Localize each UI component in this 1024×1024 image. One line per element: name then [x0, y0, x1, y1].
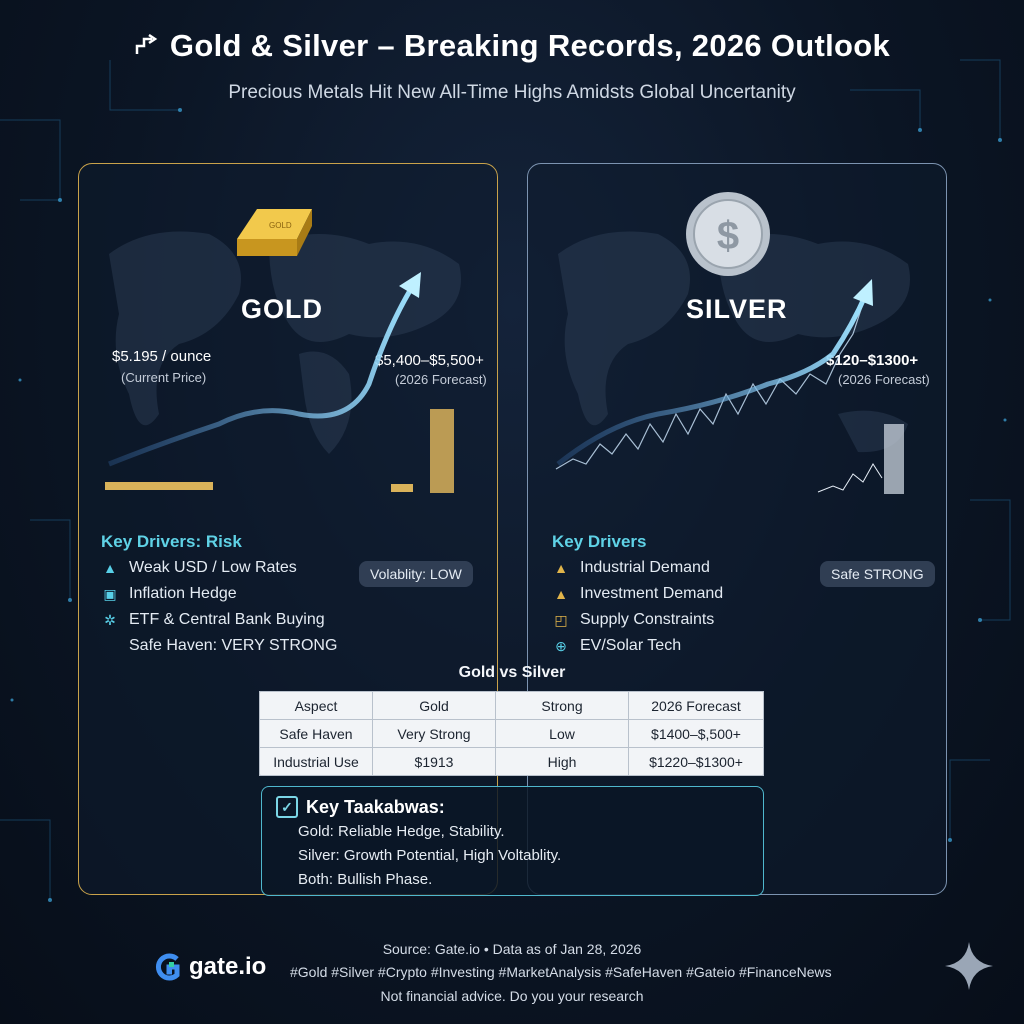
key-takeaways-title: ✓ Key Taakabwas:: [276, 796, 445, 818]
trend-arrow-icon: [134, 28, 160, 64]
table-cell: Very Strong: [372, 719, 496, 748]
silver-forecast-note: (2026 Forecast): [838, 372, 930, 387]
gold-trend-line: [108, 282, 417, 467]
comparison-caption: Gold vs Silver: [458, 664, 566, 681]
warning-icon: ▲: [554, 560, 568, 576]
gold-current-bar: [105, 482, 213, 490]
silver-volatile-line: [555, 293, 867, 470]
gold-forecast-note: (2026 Forecast): [395, 372, 487, 387]
chart-icon: ◰: [554, 611, 568, 628]
footer-disclaimer: Not financial advice. Do you your resear…: [380, 988, 644, 1004]
table-header-row: Aspect Gold Strong 2026 Forecast: [259, 691, 764, 720]
key-takeaways-box: ✓ Key Taakabwas: Gold: Reliable Hedge, S…: [261, 786, 764, 896]
gateio-logo-icon: [156, 953, 180, 981]
gold-drivers-title: Key Drivers: Risk: [101, 532, 242, 551]
silver-safe-badge: Safe STRONG: [820, 561, 935, 587]
table-cell: $1400–$,500+: [628, 719, 764, 748]
warning-icon: ▲: [554, 586, 568, 602]
gold-volatility-badge: Volablity: LOW: [359, 561, 473, 587]
page-subtitle: Precious Metals Hit New All-Time Highs A…: [228, 82, 796, 103]
gateio-logo: gate.io: [155, 953, 266, 981]
silver-forecast-bar: [884, 424, 904, 494]
gold-price-chart: [105, 272, 454, 493]
gold-driver-item: Safe Haven: VERY STRONG: [129, 637, 337, 655]
table-header-cell: 2026 Forecast: [628, 691, 764, 720]
warning-icon: ▲: [103, 560, 117, 576]
silver-driver-item: ▲ Investment Demand: [552, 585, 723, 603]
tech-icon: ⊕: [555, 637, 567, 654]
gold-title: GOLD: [241, 294, 323, 324]
silver-driver-label: Industrial Demand: [580, 559, 710, 576]
silver-driver-item: ◰ Supply Constraints: [552, 611, 714, 629]
table-row: Industrial Use $1913 High $1220–$1300+: [259, 747, 764, 776]
silver-small-spark: [817, 463, 883, 493]
gold-small-bar: [391, 484, 413, 492]
silver-driver-item: ▲ Industrial Demand: [552, 559, 710, 577]
gold-driver-item: ✲ ETF & Central Bank Buying: [101, 611, 325, 629]
silver-driver-label: Supply Constraints: [580, 611, 715, 628]
gold-forecast-bar: [430, 409, 454, 493]
page-title-text: Gold & Silver – Breaking Records, 2026 O…: [169, 28, 891, 63]
silver-coin-icon: $: [686, 192, 770, 276]
key-takeaways-title-text: Key Taakabwas:: [306, 796, 445, 817]
table-cell: High: [495, 747, 629, 776]
table-cell: Safe Haven: [259, 719, 373, 748]
table-header-cell: Aspect: [259, 691, 373, 720]
silver-title: SILVER: [686, 294, 788, 324]
gold-driver-label: ETF & Central Bank Buying: [129, 611, 325, 628]
table-row: Safe Haven Very Strong Low $1400–$,500+: [259, 719, 764, 748]
silver-driver-label: Investment Demand: [580, 585, 724, 602]
gold-forecast-price: $5,400–$5,500+: [375, 352, 484, 369]
world-map-graphic: [558, 231, 910, 453]
gold-driver-item: ▣ Inflation Hedge: [101, 585, 237, 603]
gold-current-price-note: (Current Price): [121, 370, 207, 385]
header: Gold & Silver – Breaking Records, 2026 O…: [0, 28, 1024, 104]
silver-trend-arrowhead: [853, 279, 873, 306]
dollar-chip-icon: ▣: [103, 585, 117, 602]
gold-bar-icon: GOLD: [237, 209, 312, 256]
table-cell: Industrial Use: [259, 747, 373, 776]
comparison-table: Aspect Gold Strong 2026 Forecast Safe Ha…: [259, 691, 764, 776]
footer-source: Source: Gate.io • Data as of Jan 28, 202…: [382, 941, 642, 957]
table-cell: $1913: [372, 747, 496, 776]
gold-driver-label: Safe Haven: VERY STRONG: [129, 637, 338, 654]
gold-driver-label: Weak USD / Low Rates: [129, 559, 297, 576]
table-header-cell: Strong: [495, 691, 629, 720]
takeaway-line: Gold: Reliable Hedge, Stability.: [298, 823, 505, 840]
gold-driver-item: ▲ Weak USD / Low Rates: [101, 559, 297, 577]
gold-current-price: $5.195 / ounce: [112, 348, 212, 365]
silver-forecast-price: $120–$1300+: [826, 352, 919, 369]
table-cell: Low: [495, 719, 629, 748]
table-header-cell: Gold: [372, 691, 496, 720]
checkbox-icon: ✓: [276, 796, 298, 818]
page-title: Gold & Silver – Breaking Records, 2026 O…: [0, 28, 1024, 64]
silver-driver-label: EV/Solar Tech: [580, 637, 682, 654]
gateio-logo-text: gate.io: [189, 953, 267, 980]
silver-drivers-title: Key Drivers: [552, 532, 647, 551]
table-cell: $1220–$1300+: [628, 747, 764, 776]
silver-driver-item: ⊕ EV/Solar Tech: [552, 637, 681, 655]
gold-trend-arrowhead: [399, 272, 421, 298]
footer-hashtags: #Gold #Silver #Crypto #Investing #Market…: [290, 964, 832, 980]
silver-trend-line: [556, 293, 869, 466]
svg-text:$: $: [717, 214, 739, 258]
gold-bar-label: GOLD: [269, 221, 292, 230]
sparkle-icon: [945, 942, 993, 990]
takeaway-line: Both: Bullish Phase.: [298, 871, 433, 888]
takeaway-line: Silver: Growth Potential, High Voltablit…: [298, 847, 562, 864]
gold-driver-label: Inflation Hedge: [129, 585, 237, 602]
world-map-graphic: [109, 231, 461, 454]
silver-price-chart: [555, 279, 904, 494]
bank-icon: ✲: [104, 611, 116, 628]
